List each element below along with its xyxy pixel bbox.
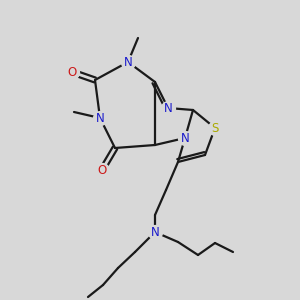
Text: N: N (124, 56, 132, 68)
Text: N: N (96, 112, 104, 124)
Text: N: N (164, 101, 172, 115)
Text: N: N (151, 226, 159, 238)
Text: S: S (211, 122, 219, 134)
Text: O: O (98, 164, 106, 176)
Text: N: N (181, 131, 189, 145)
Text: O: O (68, 65, 76, 79)
